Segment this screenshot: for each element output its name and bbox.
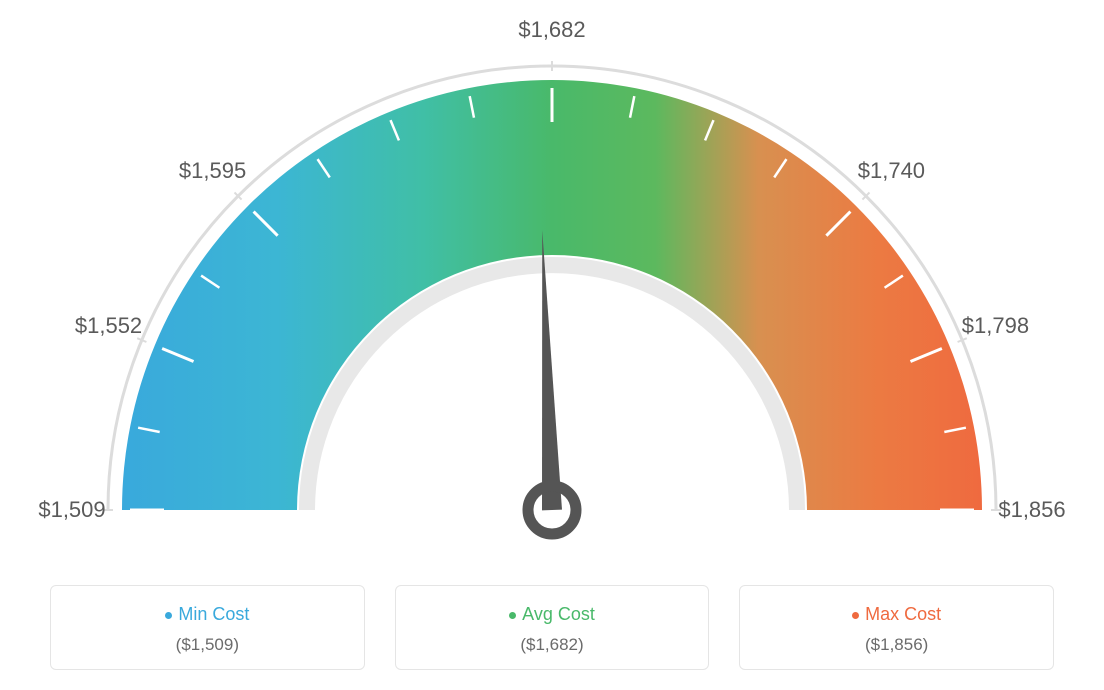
legend-max-value: ($1,856) xyxy=(750,635,1043,655)
gauge-svg xyxy=(0,0,1104,560)
legend-max-title: Max Cost xyxy=(750,604,1043,625)
gauge-tick-label: $1,552 xyxy=(75,313,142,339)
gauge-tick-label: $1,856 xyxy=(998,497,1065,523)
legend-avg-value: ($1,682) xyxy=(406,635,699,655)
legend-min-title: Min Cost xyxy=(61,604,354,625)
legend-max: Max Cost ($1,856) xyxy=(739,585,1054,670)
gauge-tick-label: $1,682 xyxy=(518,17,585,43)
chart-container: $1,509 $1,552 $1,595 $1,682 $1,740 $1,798 $1,8… xyxy=(0,0,1104,690)
legend-max-title-text: Max Cost xyxy=(865,604,941,624)
legend-min-title-text: Min Cost xyxy=(178,604,249,624)
gauge-tick-label: $1,798 xyxy=(962,313,1029,339)
legend-avg-title-text: Avg Cost xyxy=(522,604,595,624)
gauge-tick-label: $1,509 xyxy=(38,497,105,523)
dot-icon xyxy=(509,612,516,619)
legend-min: Min Cost ($1,509) xyxy=(50,585,365,670)
dot-icon xyxy=(165,612,172,619)
gauge-chart: $1,509 $1,552 $1,595 $1,682 $1,740 $1,798 $1,8… xyxy=(0,0,1104,560)
legend-avg: Avg Cost ($1,682) xyxy=(395,585,710,670)
gauge-tick-label: $1,740 xyxy=(858,158,925,184)
legend-row: Min Cost ($1,509) Avg Cost ($1,682) Max … xyxy=(50,585,1054,670)
legend-min-value: ($1,509) xyxy=(61,635,354,655)
dot-icon xyxy=(852,612,859,619)
legend-avg-title: Avg Cost xyxy=(406,604,699,625)
gauge-tick-label: $1,595 xyxy=(179,158,246,184)
